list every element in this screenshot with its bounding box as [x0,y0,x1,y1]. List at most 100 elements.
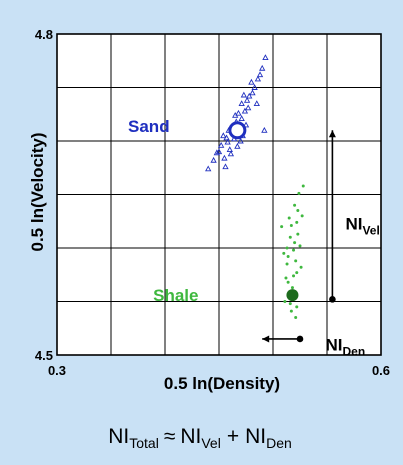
data-point [296,209,300,213]
formula: NITotal ≈ NIVel + NIDen [108,425,292,451]
data-point [295,220,299,224]
data-point [253,100,260,107]
data-point [285,246,289,250]
data-point [240,91,247,98]
data-point [299,265,303,269]
formula-term-den: NI [245,425,266,448]
y-tick-label: 4.8 [35,27,53,42]
ni-vel-arrow: NIVel [328,130,380,303]
data-point [287,216,291,220]
arrow-origin-dot [296,335,304,343]
data-point [286,255,290,259]
data-point [218,141,225,148]
data-point [242,121,250,128]
data-point [288,235,292,239]
data-point [286,280,290,284]
ni-den-arrow: NIDen [262,335,365,358]
data-point [245,104,252,111]
ni-den-label: NIDen [326,335,366,358]
data-point [220,132,227,139]
data-point [292,274,296,278]
data-point [215,148,223,155]
data-point [294,316,298,320]
arrow-head [328,130,336,138]
mean-marker [286,289,299,302]
formula-term-vel-subscript: Vel [201,435,220,451]
mean-marker [228,121,247,140]
formula-lhs-subscript: Total [129,435,159,451]
data-point [213,149,220,156]
data-point [282,251,286,255]
data-point [227,150,235,157]
data-point [221,154,228,161]
data-point [238,100,245,107]
data-point [296,232,300,236]
label-main: NI [345,214,362,233]
formula-term-den-subscript: Den [266,435,292,451]
formula-plus: + [227,425,239,448]
data-point [238,115,245,121]
data-point [235,109,242,116]
tick-labels: 0.3 0.6 4.5 4.8 [35,27,390,378]
data-point [284,276,288,280]
data-point [224,138,231,145]
data-point [222,163,229,170]
data-point [293,203,297,207]
shale-label: Shale [153,286,198,305]
y-axis-label: 0.5 ln(Velocity) [28,132,47,251]
data-point [280,225,284,229]
data-point [254,75,262,82]
data-point [251,84,258,90]
data-point [262,54,269,60]
data-point [256,71,264,78]
data-point [261,126,268,133]
data-point [285,262,289,266]
data-point [226,146,233,153]
data-point [248,78,255,85]
data-point [289,224,293,228]
x-axis-label: 0.5 ln(Density) [164,374,280,393]
series-shale [280,184,305,320]
series-sand [205,54,269,172]
grid [57,34,381,355]
data-point [289,309,293,313]
formula-term-vel: NI [180,425,201,448]
sand-label: Sand [128,117,170,136]
formula-lhs: NI [108,425,129,448]
data-point [293,241,297,245]
data-point [283,300,287,303]
data-point [243,97,251,103]
data-point [294,259,298,263]
data-point [234,143,241,149]
data-point [288,302,292,306]
data-point [292,248,296,252]
label-subscript: Vel [362,223,379,237]
data-point [297,191,301,195]
data-point [290,286,294,290]
data-point [210,156,217,163]
x-tick-label: 0.6 [372,363,390,378]
formula-approx: ≈ [164,425,176,448]
x-tick-label: 0.3 [48,363,66,378]
data-point [246,92,253,99]
data-point [295,271,299,275]
data-point [300,214,304,218]
data-point [298,244,302,248]
y-tick-label: 4.5 [35,348,53,363]
data-point [241,107,249,114]
data-point [259,64,266,71]
data-point [205,165,212,172]
arrow-head [262,335,270,343]
label-subscript: Den [343,344,366,358]
data-point [232,111,239,118]
label-main: NI [326,335,343,354]
ni-vel-label: NIVel [345,214,379,237]
arrow-origin-dot [329,296,336,303]
data-point [301,184,305,188]
data-point [249,89,256,96]
data-point [237,137,244,144]
data-point [295,305,299,309]
data-points [205,54,305,320]
